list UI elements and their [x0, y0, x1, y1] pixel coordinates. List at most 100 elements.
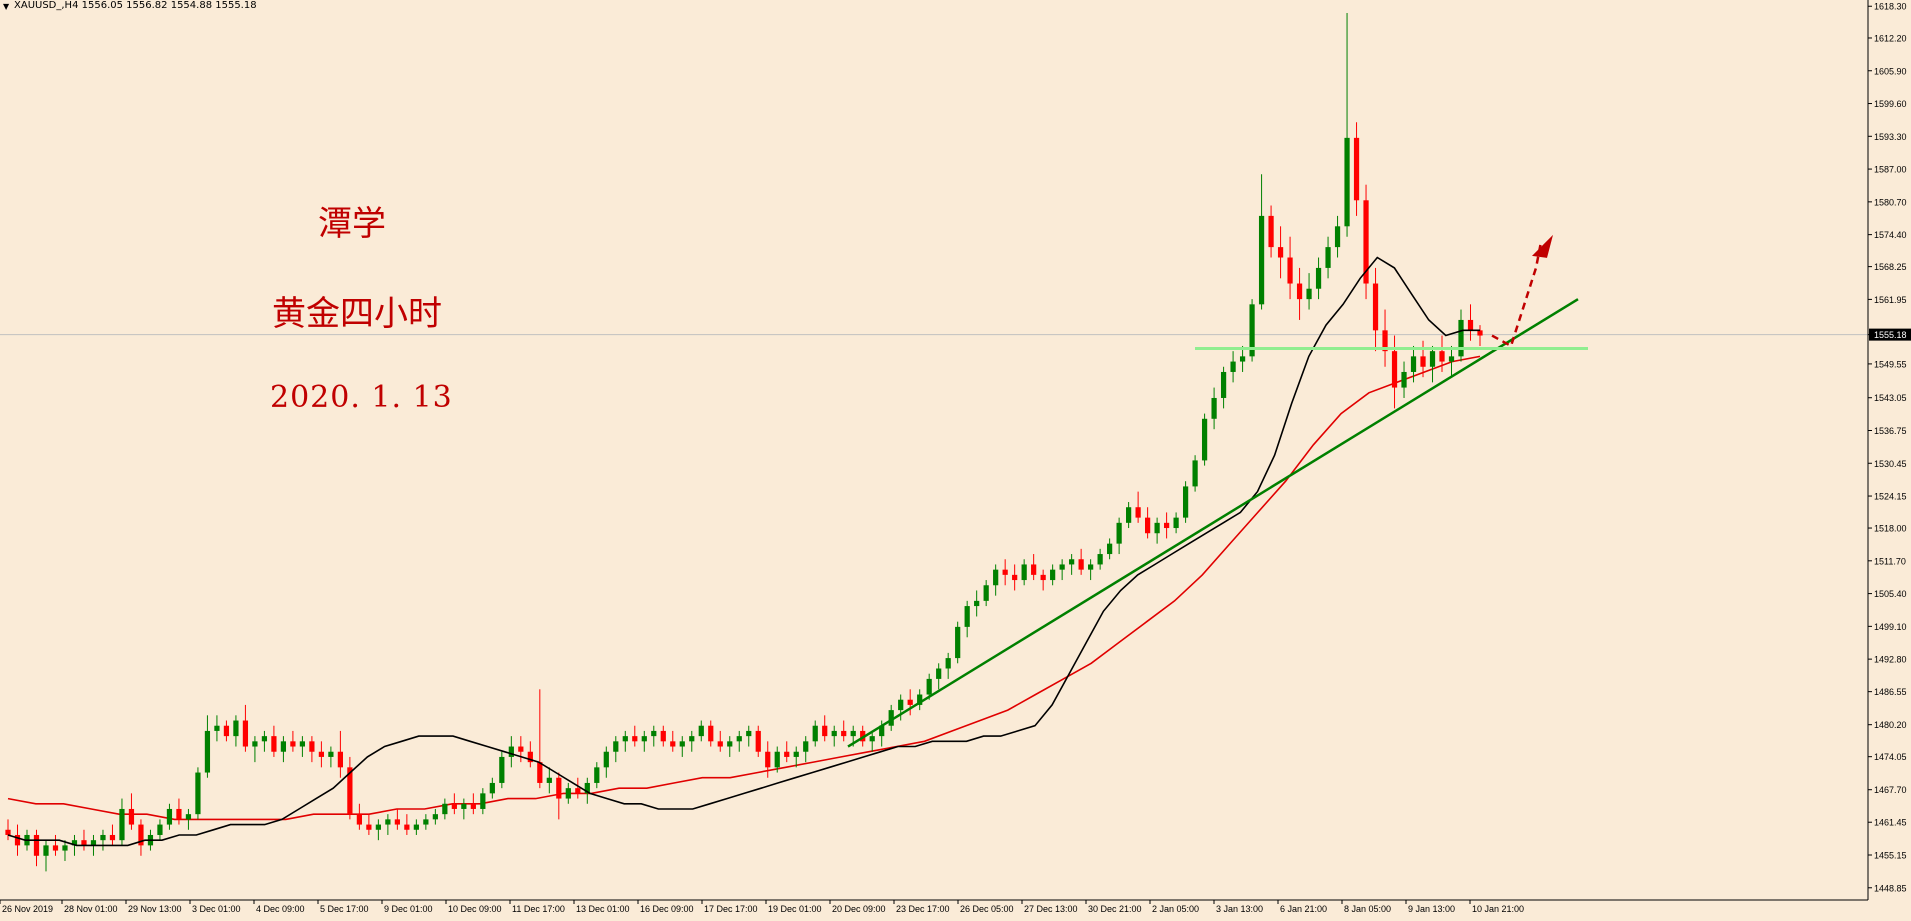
- time-tick-label: 3 Jan 13:00: [1216, 904, 1263, 914]
- candle-body: [185, 814, 192, 820]
- time-tick-label: 20 Dec 09:00: [832, 904, 886, 914]
- symbol-label: XAUUSD_,H4: [14, 0, 79, 11]
- candle-body: [1173, 517, 1179, 529]
- candle-body: [157, 824, 163, 835]
- candle-body: [1344, 137, 1350, 227]
- price-tick-label: 1618.30: [1874, 2, 1907, 12]
- candle-body: [271, 736, 277, 752]
- candle-body: [955, 626, 961, 659]
- candle-body: [774, 751, 780, 768]
- candle-body: [527, 751, 533, 763]
- candle-body: [1154, 522, 1160, 534]
- price-axis[interactable]: 1618.30 1612.20 1605.90 1599.60 1593.30 1587.…: [1867, 0, 1911, 900]
- candle-body: [1401, 371, 1407, 388]
- candle-body: [233, 720, 239, 737]
- time-tick-label: 17 Dec 17:00: [704, 904, 758, 914]
- time-tick-label: 10 Dec 09:00: [448, 904, 502, 914]
- subtitle-annotation: 黄金四小时: [272, 294, 442, 334]
- candle-body: [1182, 486, 1189, 518]
- candle-body: [451, 803, 457, 809]
- forecast-arrow-line: [1491, 241, 1543, 348]
- price-tick-label: 1605.90: [1874, 66, 1907, 76]
- candle-body: [1069, 559, 1075, 565]
- price-tick-label: 1448.85: [1874, 883, 1907, 893]
- candle-body: [432, 814, 438, 820]
- candle-body: [1116, 522, 1122, 544]
- candle-body: [1249, 304, 1255, 357]
- candle-body: [404, 824, 410, 830]
- candle-body: [1458, 319, 1464, 357]
- candle-body: [328, 751, 334, 757]
- candle-body: [736, 736, 742, 742]
- price-tick-label: 1593.30: [1874, 132, 1907, 142]
- candle-body: [1258, 215, 1265, 305]
- candle-body: [119, 808, 125, 841]
- drawings-group: [847, 234, 1588, 748]
- time-tick-label: 29 Nov 13:00: [128, 904, 182, 914]
- candle-body: [1391, 351, 1398, 388]
- time-tick-label: 9 Jan 13:00: [1408, 904, 1455, 914]
- time-axis[interactable]: 26 Nov 2019 28 Nov 01:00 29 Nov 13:00 3 Dec…: [0, 899, 1868, 914]
- candle-body: [1126, 507, 1132, 523]
- time-tick-label: 23 Dec 17:00: [896, 904, 950, 914]
- candle-body: [62, 845, 68, 851]
- time-tick-label: 6 Jan 21:00: [1280, 904, 1327, 914]
- candle-body: [423, 819, 429, 825]
- candle-body: [822, 725, 828, 737]
- price-tick-label: 1524.15: [1874, 492, 1907, 502]
- candle-body: [1145, 517, 1151, 534]
- candle-body: [290, 741, 296, 747]
- price-tick-label: 1518.00: [1874, 524, 1907, 534]
- price-tick-label: 1549.55: [1874, 359, 1907, 369]
- price-tick-label: 1574.40: [1874, 230, 1907, 240]
- time-tick-label: 13 Dec 01:00: [576, 904, 630, 914]
- candle-body: [812, 725, 818, 742]
- price-tick-label: 1580.70: [1874, 197, 1907, 207]
- candle-body: [879, 725, 885, 737]
- candle-body: [537, 762, 543, 783]
- candle-body: [784, 751, 790, 757]
- time-tick-label: 5 Dec 17:00: [320, 904, 369, 914]
- candle-body: [1477, 330, 1483, 336]
- candle-body: [52, 845, 59, 851]
- candle-body: [1439, 351, 1445, 362]
- candle-body: [613, 741, 619, 752]
- candle-body: [413, 824, 419, 830]
- chart-header: XAUUSD_,H4 1556.05 1556.82 1554.88 1555.…: [14, 0, 257, 11]
- candle-body: [347, 767, 353, 815]
- time-tick-label: 19 Dec 01:00: [768, 904, 822, 914]
- candle-body: [90, 840, 97, 846]
- candle-body: [1239, 356, 1246, 362]
- candle-body: [385, 819, 391, 825]
- candle-body: [765, 751, 771, 768]
- candle-body: [869, 736, 875, 742]
- price-tick-label: 1511.70: [1874, 556, 1906, 566]
- candle-body: [689, 736, 695, 742]
- candle-body: [461, 803, 467, 809]
- time-tick-label: 11 Dec 17:00: [512, 904, 565, 914]
- candle-body: [5, 829, 11, 835]
- candle-body: [1287, 257, 1293, 284]
- candle-body: [71, 840, 78, 846]
- candle-body: [81, 840, 87, 846]
- candle-body: [1135, 507, 1141, 518]
- candle-body: [1296, 283, 1303, 300]
- candle-body: [337, 751, 343, 768]
- candle-body: [1334, 226, 1341, 248]
- candle-body: [195, 772, 201, 815]
- candle-body: [803, 741, 809, 752]
- candle-body: [1410, 356, 1417, 372]
- price-tick-label: 1599.60: [1874, 99, 1907, 109]
- trendline: [847, 298, 1579, 748]
- date-annotation: 2020. 1. 13: [270, 380, 453, 415]
- candle-body: [1097, 554, 1103, 565]
- candle-body: [841, 730, 847, 737]
- dropdown-arrow-icon[interactable]: ▼: [3, 2, 10, 11]
- ma-slow-group: [7, 355, 1481, 821]
- candle-body: [1372, 283, 1379, 331]
- time-tick-label: 16 Dec 09:00: [640, 904, 694, 914]
- candle-body: [926, 678, 932, 695]
- candle-body: [755, 730, 761, 752]
